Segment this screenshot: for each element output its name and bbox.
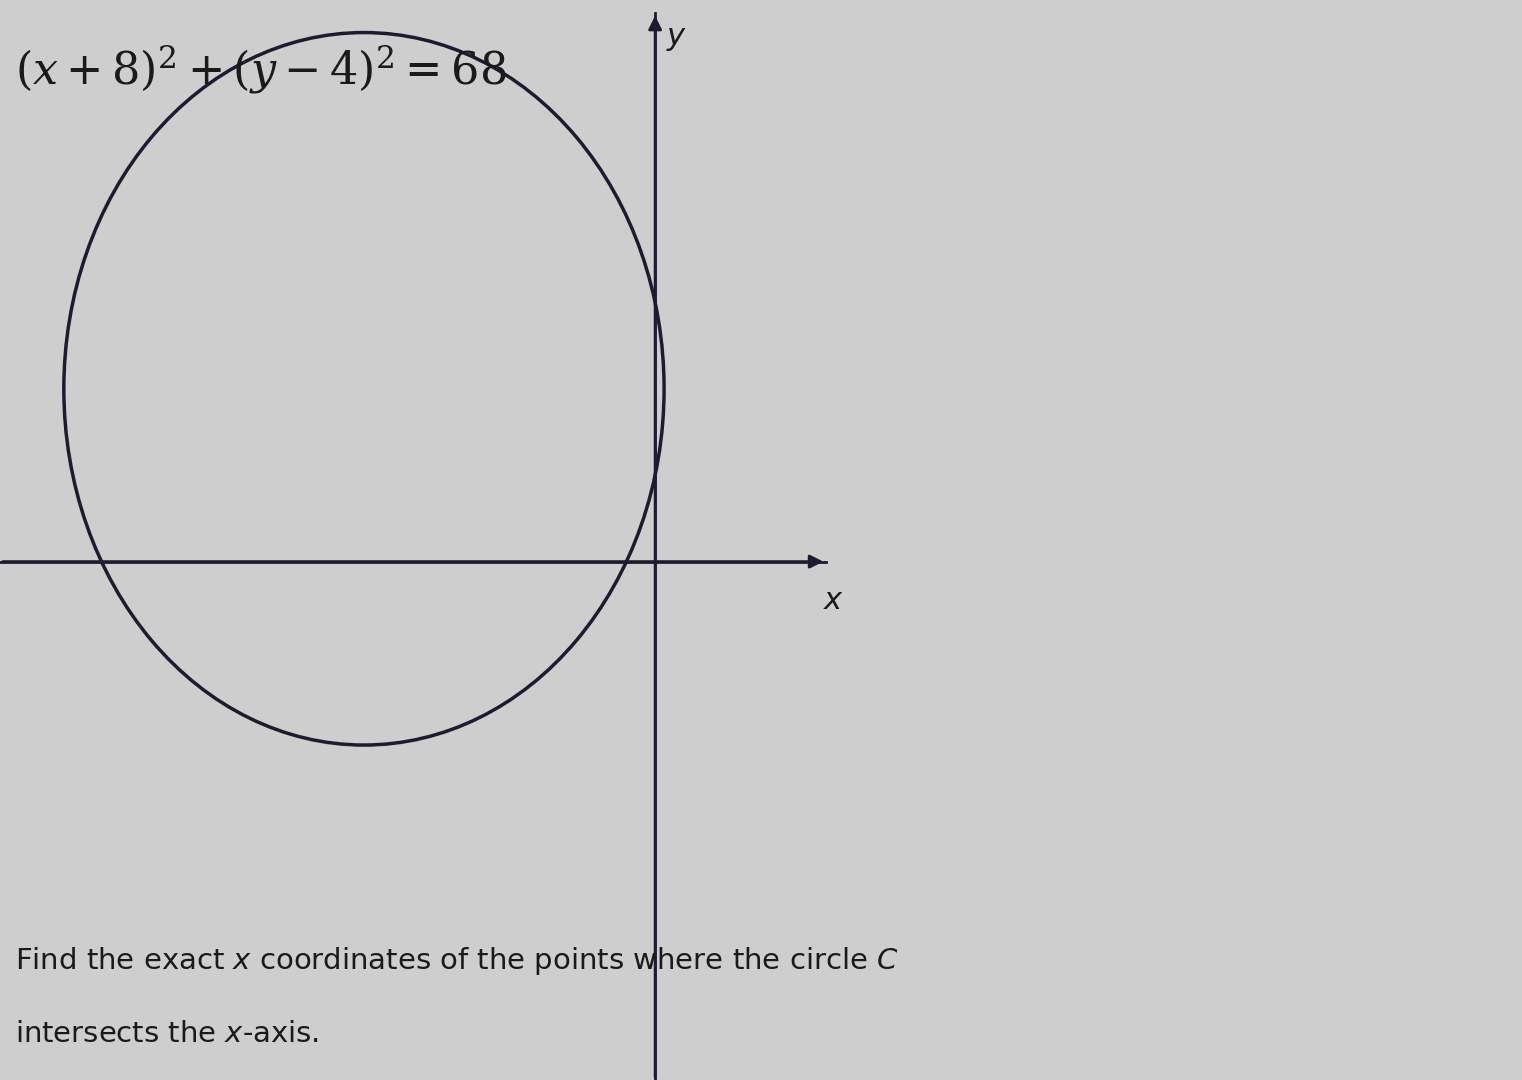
Text: Find the exact $x$ coordinates of the points where the circle $C$: Find the exact $x$ coordinates of the po… xyxy=(15,945,900,977)
Text: $y$: $y$ xyxy=(667,22,688,53)
Text: $x$: $x$ xyxy=(823,585,845,616)
Text: $(x + 8)^2 + (y - 4)^2 = 68$: $(x + 8)^2 + (y - 4)^2 = 68$ xyxy=(15,43,507,96)
Text: intersects the $x$-axis.: intersects the $x$-axis. xyxy=(15,1020,320,1048)
